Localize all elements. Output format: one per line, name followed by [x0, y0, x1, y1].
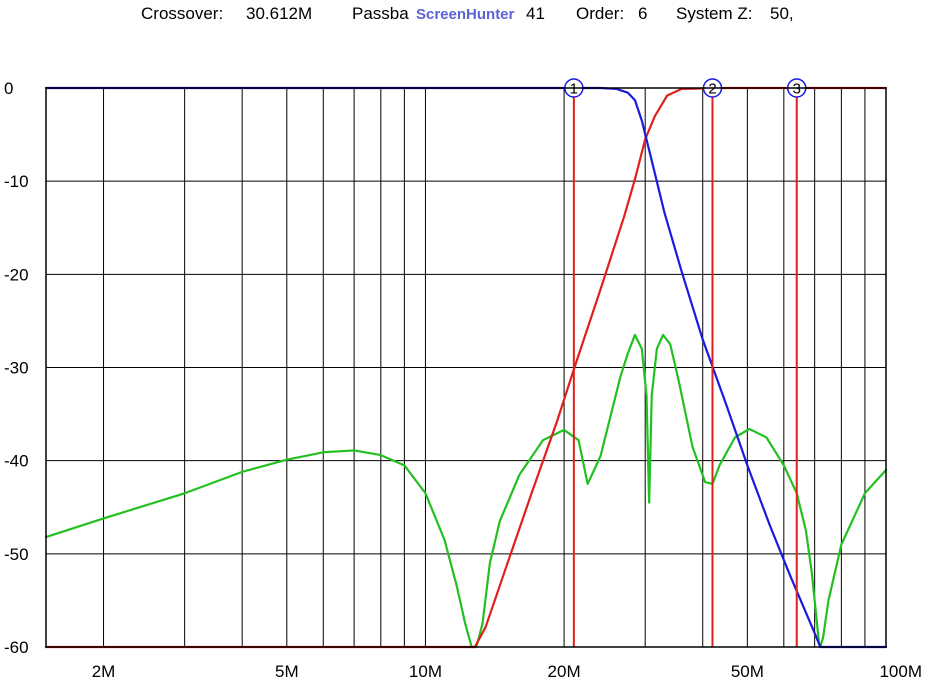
axis-tick-labels: 0 -10 -20 -30 -40 -50 -60 2M 5M 10M 20M 50M 100M — [4, 79, 922, 681]
y-tick-label: -30 — [4, 359, 29, 378]
chart-grid — [46, 87, 886, 648]
y-tick-label: -60 — [4, 638, 29, 657]
x-tick-label: 20M — [548, 662, 581, 681]
x-tick-label: 50M — [731, 662, 764, 681]
x-tick-label: 5M — [275, 662, 299, 681]
y-tick-label: -10 — [4, 172, 29, 191]
x-tick-label: 100M — [879, 662, 922, 681]
return-loss-series — [44, 333, 888, 649]
marker-label-2: 2 — [708, 81, 716, 98]
passband-value: 41 — [526, 4, 545, 23]
frequency-markers[interactable]: 1 2 3 — [564, 78, 807, 647]
order-value: 6 — [638, 4, 648, 23]
system-z-value: 50, — [770, 4, 794, 23]
watermark-logo: ScreenHunter — [416, 6, 515, 23]
system-z-label: System Z: — [676, 4, 753, 23]
crossover-value: 30.612M — [246, 4, 313, 23]
order-label: Order: — [576, 4, 625, 23]
marker-label-3: 3 — [793, 81, 801, 98]
marker-label-1: 1 — [570, 81, 578, 98]
y-tick-label: -50 — [4, 545, 29, 564]
x-tick-label: 10M — [409, 662, 442, 681]
y-tick-label: -20 — [4, 265, 29, 284]
plot-frame — [45, 87, 887, 648]
y-tick-label: 0 — [4, 79, 13, 98]
chart-header: Crossover: 30.612M Passba ScreenHunter 4… — [0, 4, 940, 26]
crossover-label: Crossover: — [141, 4, 224, 23]
passband-label: Passba — [352, 4, 409, 23]
x-tick-label: 2M — [92, 662, 116, 681]
y-tick-label: -40 — [4, 452, 29, 471]
